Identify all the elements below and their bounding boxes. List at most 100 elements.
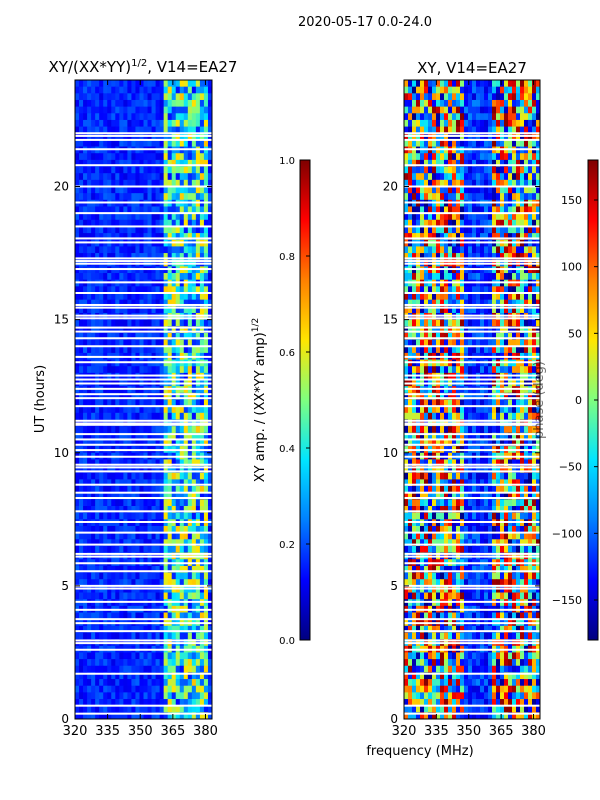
heatmap-cell [195,632,201,640]
heatmap-cell [79,173,84,181]
heatmap-cell [472,253,477,261]
heatmap-cell [428,339,433,347]
heatmap-cell [416,86,421,94]
heatmap-cell [103,113,108,121]
heatmap-cell [191,699,197,707]
heatmap-cell [424,319,429,327]
heatmap-cell [472,153,477,161]
heatmap-cell [171,499,177,507]
heatmap-cell [151,219,156,227]
heatmap-cell [508,139,513,147]
heatmap-cell [107,339,112,347]
heatmap-cell [159,672,165,680]
heatmap-cell [115,213,120,221]
heatmap-cell [476,179,481,187]
heatmap-cell [75,506,80,514]
heatmap-cell [444,326,449,334]
heatmap-cell [436,153,441,161]
heatmap-cell [91,246,96,254]
heatmap-cell [83,86,88,94]
heatmap-cell [139,293,144,301]
heatmap-cell [147,106,152,114]
heatmap-cell [404,392,409,400]
heatmap-cell [139,426,144,434]
heatmap-cell [83,512,88,520]
heatmap-cell [151,286,156,294]
heatmap-cell [528,106,533,114]
heatmap-cell [412,99,417,108]
heatmap-cell [444,392,449,400]
heatmap-cell [440,299,445,307]
heatmap-cell [91,399,96,407]
heatmap-cell [79,579,84,587]
heatmap-cell [99,539,104,547]
heatmap-cell [195,679,201,687]
heatmap-cell [115,93,120,101]
heatmap-cell [404,299,409,307]
heatmap-cell [139,439,144,447]
heatmap-cell [111,472,116,480]
heatmap-cell [207,572,213,580]
colorbar-tick-label: 0.0 [279,636,295,647]
heatmap-cell [175,572,181,580]
heatmap-cell [131,565,136,573]
heatmap-cell [107,366,112,374]
heatmap-cell [123,173,128,181]
heatmap-cell [167,426,173,434]
heatmap-cell [183,139,189,147]
heatmap-cell [179,126,185,134]
heatmap-cell [123,492,128,500]
heatmap-cell [175,399,181,407]
heatmap-cell [191,246,197,254]
heatmap-cell [123,426,128,434]
heatmap-cell [436,113,441,121]
heatmap-cell [516,179,521,187]
heatmap-cell [175,579,181,587]
heatmap-cell [131,579,136,587]
heatmap-cell [500,306,505,314]
heatmap-cell [432,86,437,94]
heatmap-cell [79,545,84,553]
heatmap-cell [187,499,193,507]
heatmap-cell [408,286,413,294]
heatmap-cell [75,459,80,467]
heatmap-cell [504,326,509,334]
heatmap-cell [203,206,209,214]
heatmap-cell [476,346,481,354]
heatmap-cell [155,339,161,347]
heatmap-cell [408,86,413,94]
heatmap-cell [163,326,169,334]
heatmap-cell [171,705,177,713]
heatmap-cell [440,113,445,121]
heatmap-cell [119,426,124,434]
heatmap-cell [83,113,88,121]
x-tick-label: 365 [160,724,185,739]
heatmap-cell [203,226,209,234]
heatmap-cell [428,366,433,374]
heatmap-cell [119,532,124,540]
heatmap-cell [83,632,88,640]
heatmap-cell [444,246,449,254]
heatmap-cell [528,346,533,354]
heatmap-cell [159,366,165,374]
heatmap-cell [492,326,497,334]
heatmap-cell [420,93,425,101]
heatmap-cell [87,539,92,547]
heatmap-cell [75,399,80,407]
heatmap-cell [496,139,501,147]
heatmap-cell [183,293,189,301]
heatmap-cell [147,226,152,234]
heatmap-cell [199,432,205,440]
heatmap-cell [143,712,148,720]
heatmap-cell [99,99,104,108]
heatmap-cell [179,193,185,201]
heatmap-cell [115,139,120,147]
heatmap-cell [147,705,152,713]
heatmap-cell [139,226,144,234]
heatmap-cell [191,113,197,121]
heatmap-cell [91,339,96,347]
heatmap-cell [135,466,140,474]
heatmap-cell [175,86,181,94]
heatmap-cell [207,226,213,234]
